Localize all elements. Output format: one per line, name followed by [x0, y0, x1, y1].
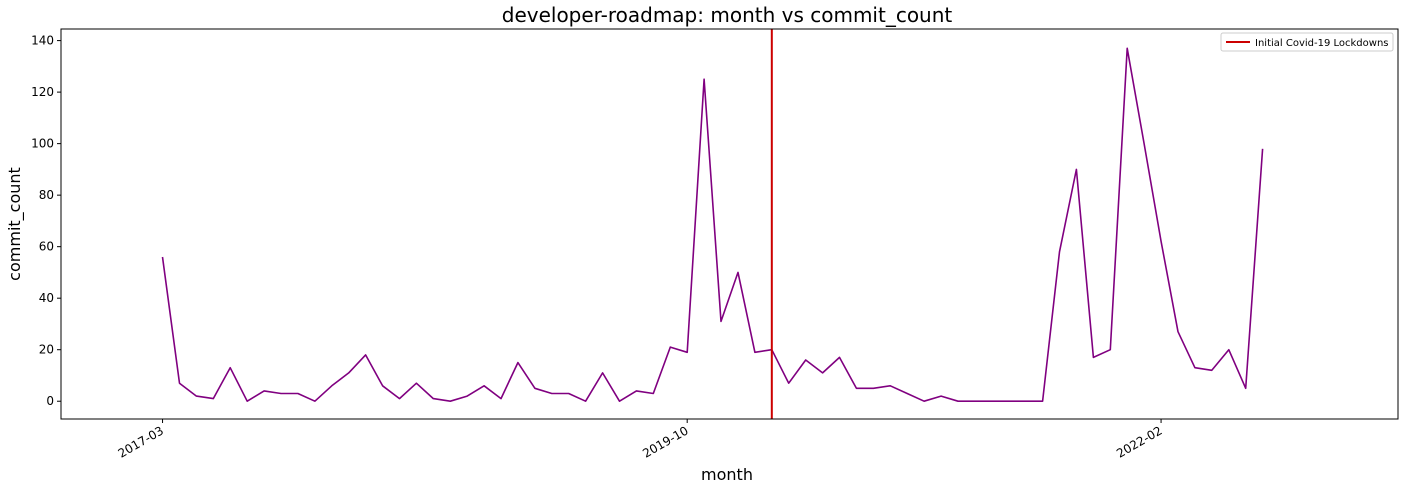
x-tick-label: 2019-10 — [640, 423, 690, 460]
y-tick-label: 100 — [31, 137, 54, 151]
chart-title: developer-roadmap: month vs commit_count — [502, 3, 953, 27]
y-tick-label: 60 — [39, 240, 54, 254]
y-tick-label: 140 — [31, 34, 54, 48]
x-tick-label: 2017-03 — [116, 423, 166, 460]
x-axis-label: month — [701, 465, 753, 484]
legend-box — [1220, 32, 1394, 52]
y-tick-label: 80 — [39, 188, 54, 202]
x-axis: 2017-03 2019-10 2022-02 — [116, 419, 1165, 461]
plot-frame — [60, 28, 1399, 420]
series-line — [161, 47, 1264, 403]
x-tick-label: 2022-02 — [1114, 423, 1164, 460]
y-axis: 0 20 40 60 80 100 120 140 — [31, 34, 61, 408]
y-tick-label: 0 — [46, 394, 54, 408]
y-tick-label: 40 — [39, 291, 54, 305]
y-axis-label: commit_count — [5, 167, 25, 281]
legend-label: Initial Covid-19 Lockdowns — [1255, 38, 1389, 49]
y-tick-label: 20 — [39, 343, 54, 357]
legend: Initial Covid-19 Lockdowns — [1220, 32, 1394, 52]
y-tick-label: 120 — [31, 85, 54, 99]
